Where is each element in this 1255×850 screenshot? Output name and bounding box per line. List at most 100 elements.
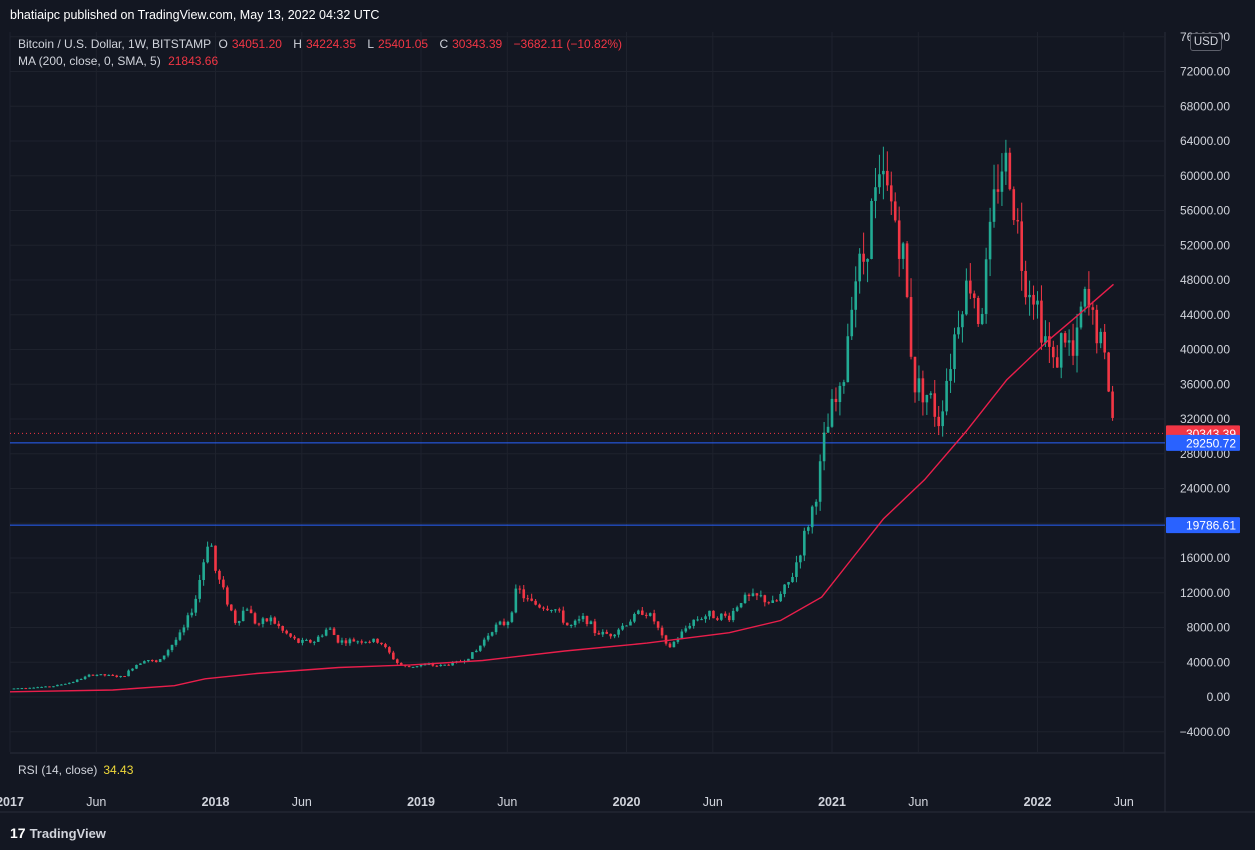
candle-body: [688, 625, 692, 629]
candle-body: [249, 609, 253, 614]
y-tick-label: 48000.00: [1180, 273, 1230, 287]
candle-body: [356, 641, 360, 643]
y-tick-label: 60000.00: [1180, 169, 1230, 183]
candle-body: [546, 608, 549, 611]
candle-body: [182, 627, 186, 633]
candle-body: [233, 610, 237, 623]
candle-body: [478, 645, 482, 651]
candle-body: [735, 607, 739, 611]
y-tick-label: 8000.00: [1187, 621, 1231, 635]
close-label: C: [439, 37, 449, 51]
candle-body: [775, 600, 778, 602]
y-tick-label: 40000.00: [1180, 343, 1230, 357]
candle-body: [550, 610, 553, 612]
candle-body: [637, 610, 640, 614]
candle-body: [1099, 331, 1103, 344]
x-axis: 2017 Jun 2018 Jun 2019 Jun 2020 Jun 2021 Jun 2022 J…: [0, 795, 1134, 809]
y-tick-label: 32000.00: [1180, 412, 1230, 426]
rsi-legend[interactable]: RSI (14, close) 34.43: [18, 763, 133, 777]
candle-body: [372, 638, 375, 642]
brand[interactable]: 17 TradingView: [10, 825, 106, 841]
candle-body: [265, 618, 269, 622]
candle-body: [795, 562, 798, 577]
candle-body: [534, 600, 537, 605]
candle-body: [676, 638, 680, 642]
candle-body: [111, 674, 115, 676]
candle-body: [289, 633, 292, 637]
candle-body: [1075, 327, 1079, 356]
candle-body: [668, 643, 672, 648]
candle-body: [976, 297, 980, 324]
currency-button[interactable]: USD: [1190, 33, 1222, 51]
candle-body: [1040, 300, 1043, 343]
y-tick-label: 44000.00: [1180, 308, 1230, 322]
ma-label[interactable]: MA (200, close, 0, SMA, 5): [18, 54, 161, 68]
candle-body: [202, 562, 205, 581]
candle-body: [799, 555, 802, 563]
candle-body: [617, 629, 620, 635]
candle-body: [882, 170, 885, 175]
candle-body: [119, 676, 122, 678]
candle-body: [316, 636, 320, 642]
candle-body: [415, 666, 419, 668]
candle-body: [1071, 340, 1075, 356]
price-tag-label: 19786.61: [1186, 519, 1236, 533]
candle-body: [1103, 331, 1106, 353]
candle-body: [56, 684, 59, 687]
candle-body: [779, 593, 782, 602]
candle-body: [174, 639, 178, 645]
open-value: 34051.20: [231, 37, 282, 51]
candle-body: [965, 280, 968, 315]
x-tick-label: Jun: [1114, 795, 1134, 809]
candle-body: [834, 398, 838, 403]
candle-body: [1016, 220, 1020, 222]
x-tick-label: Jun: [292, 795, 312, 809]
candle-body: [866, 258, 869, 262]
tradingview-logo-icon: 17: [10, 825, 26, 841]
candle-body: [471, 652, 474, 659]
y-tick-label: 0.00: [1207, 690, 1231, 704]
candle-body: [328, 628, 332, 630]
candle-body: [162, 655, 166, 660]
candle-body: [198, 580, 201, 599]
y-tick-label: 36000.00: [1180, 377, 1230, 391]
y-tick-label: 16000.00: [1180, 551, 1230, 565]
candle-body: [64, 683, 67, 685]
price-pane: [10, 32, 1165, 752]
candle-body: [52, 686, 55, 688]
candle-body: [427, 664, 431, 666]
candle-body: [115, 675, 119, 677]
y-tick-label: 4000.00: [1187, 655, 1231, 669]
candle-body: [498, 621, 502, 625]
candle-body: [285, 630, 288, 634]
candle-body: [992, 189, 996, 222]
candle-body: [814, 501, 818, 507]
candle-body: [518, 588, 522, 590]
candle-body: [253, 613, 257, 624]
candle-body: [731, 610, 735, 621]
candle-body: [1032, 294, 1035, 305]
candle-body: [933, 393, 937, 417]
candle-body: [494, 624, 498, 633]
candle-body: [838, 385, 842, 403]
candle-body: [984, 259, 988, 314]
price-tag-label: 29250.72: [1186, 436, 1236, 450]
candle-body: [344, 640, 348, 644]
candle-body: [641, 610, 644, 615]
published-text: bhatiaipc published on TradingView.com, …: [10, 8, 380, 22]
candle-body: [577, 619, 581, 621]
candle-body: [293, 636, 296, 639]
rsi-value: 34.43: [103, 763, 134, 777]
candle-body: [16, 688, 20, 690]
candle-body: [1020, 221, 1023, 271]
candle-body: [32, 687, 36, 689]
candle-body: [147, 660, 150, 662]
candle-body: [28, 687, 32, 689]
candle-body: [1059, 333, 1063, 368]
candle-body: [771, 600, 775, 603]
candle-body: [75, 679, 79, 682]
x-tick-label: Jun: [703, 795, 723, 809]
symbol-label[interactable]: Bitcoin / U.S. Dollar, 1W, BITSTAMP: [18, 37, 212, 51]
candle-body: [605, 631, 609, 634]
